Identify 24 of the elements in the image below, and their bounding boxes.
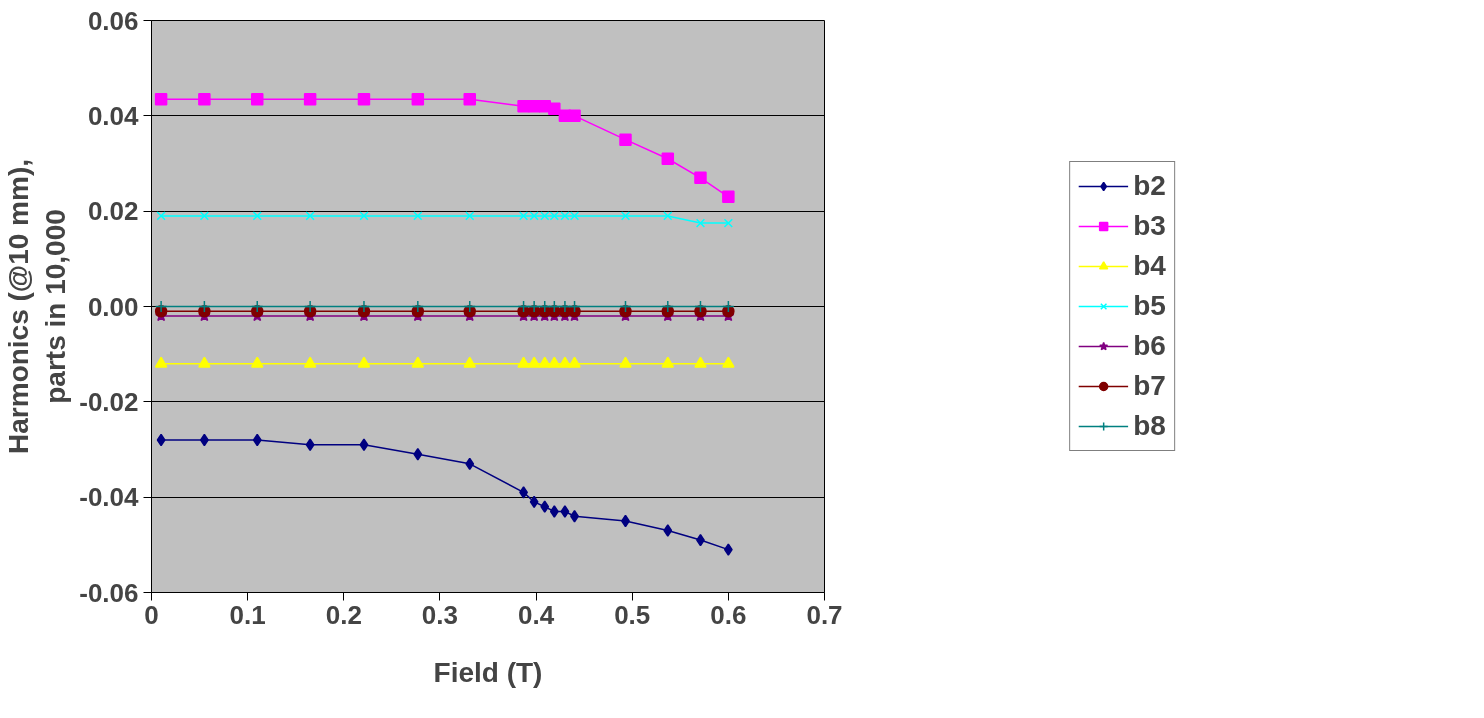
x-tick-label: 0.5 xyxy=(614,599,651,630)
y-tick-label: 0.00 xyxy=(87,291,139,322)
y-tick-label: 0.02 xyxy=(87,196,139,227)
y-tick-label: -0.02 xyxy=(79,386,139,417)
y-tick-label: -0.04 xyxy=(79,482,140,513)
legend-label: b6 xyxy=(1133,330,1166,362)
x-tick-label: 0.3 xyxy=(421,599,459,630)
legend-label: b2 xyxy=(1133,170,1166,202)
legend-label: b8 xyxy=(1133,410,1166,442)
x-tick-label: 0.2 xyxy=(325,599,362,630)
y-tick-label: -0.06 xyxy=(79,577,139,608)
legend-label: b5 xyxy=(1133,290,1166,322)
x-tick-label: 0.6 xyxy=(710,599,747,630)
legend-label: b3 xyxy=(1133,210,1166,242)
y-axis-title: Harmonics (@10 mm), parts in 10,000 xyxy=(3,159,72,454)
x-tick-label: 0.7 xyxy=(806,599,843,630)
legend-label: b7 xyxy=(1133,370,1166,402)
x-tick-label: 0 xyxy=(144,599,159,630)
y-tick-label: 0.04 xyxy=(87,100,140,131)
x-axis-title: Field (T) xyxy=(433,656,543,688)
legend-label: b4 xyxy=(1133,250,1166,282)
x-tick-label: 0.1 xyxy=(229,599,266,630)
y-tick-label: 0.06 xyxy=(87,5,139,36)
x-tick-label: 0.4 xyxy=(518,599,555,630)
